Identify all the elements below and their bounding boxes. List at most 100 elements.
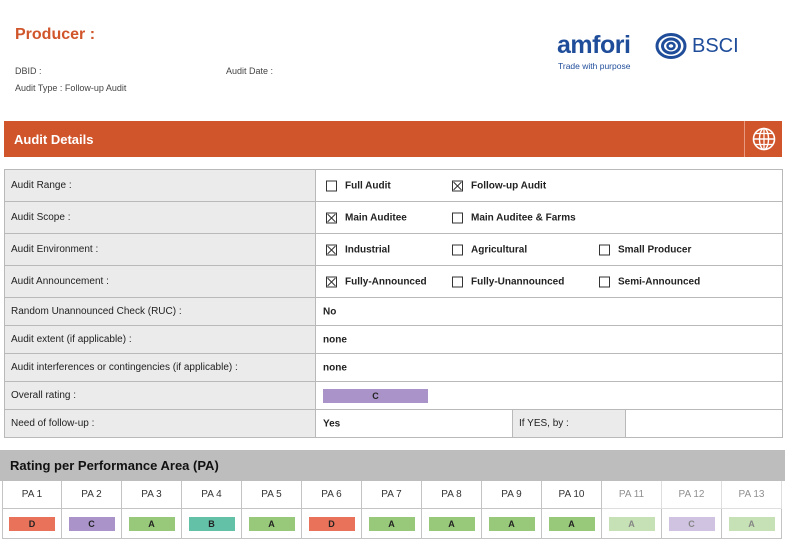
- pa-header-cell: PA 6: [302, 481, 362, 509]
- pa-rating-cell: C: [662, 509, 722, 539]
- option-label: Follow-up Audit: [471, 180, 547, 191]
- pa-header-cell: PA 12: [662, 481, 722, 509]
- row-audit-environment: Audit Environment : Industrial Agricultu…: [4, 234, 783, 266]
- audit-type: Audit Type : Follow-up Audit: [15, 83, 127, 93]
- checkbox-fully-announced[interactable]: [326, 276, 337, 287]
- pa-section-header: Rating per Performance Area (PA): [0, 450, 785, 481]
- pa-rating-badge: A: [608, 516, 655, 531]
- dbid-label: DBID :: [15, 66, 42, 76]
- pa-rating-badge: D: [9, 516, 55, 531]
- row-interferences: Audit interferences or contingencies (if…: [4, 354, 783, 382]
- pa-rating-cell: A: [122, 509, 182, 539]
- row-ruc: Random Unannounced Check (RUC) : No: [4, 298, 783, 326]
- producer-title: Producer :: [15, 26, 96, 43]
- pa-rating-cell: D: [302, 509, 362, 539]
- checkbox-semi-announced[interactable]: [599, 276, 610, 287]
- globe-icon: [752, 127, 775, 151]
- pa-rating-cell: A: [542, 509, 602, 539]
- logo-mark-icon: [655, 33, 687, 59]
- checkbox-fully-unannounced[interactable]: [452, 276, 463, 287]
- row-follow-up: Need of follow-up : Yes If YES, by :: [4, 410, 783, 438]
- pa-rating-badge: A: [488, 516, 535, 531]
- option-full-audit[interactable]: Full Audit: [326, 180, 391, 191]
- option-label: Fully-Unannounced: [471, 276, 565, 287]
- overall-rating-badge: C: [323, 388, 428, 403]
- pa-rating-cell: A: [482, 509, 542, 539]
- checkbox-main-auditee[interactable]: [326, 212, 337, 223]
- pa-rating-badge: A: [728, 516, 775, 531]
- option-label: Main Auditee & Farms: [471, 212, 576, 223]
- option-fully-announced[interactable]: Fully-Announced: [326, 276, 427, 287]
- pa-rating-badge: A: [548, 516, 595, 531]
- checkbox-full-audit[interactable]: [326, 180, 337, 191]
- checkbox-agricultural[interactable]: [452, 244, 463, 255]
- logo-wordmark: amfori: [557, 31, 631, 59]
- option-small-producer[interactable]: Small Producer: [599, 244, 691, 255]
- pa-rating-badge: D: [308, 516, 355, 531]
- option-fully-unannounced[interactable]: Fully-Unannounced: [452, 276, 564, 287]
- pa-header-cell: PA 3: [122, 481, 182, 509]
- follow-up-value: Yes: [323, 418, 341, 429]
- row-audit-range: Audit Range : Full Audit Follow-up Audit: [4, 170, 783, 202]
- pa-rating-badge: A: [248, 516, 295, 531]
- audit-scope-value: Main Auditee Main Auditee & Farms: [315, 202, 782, 233]
- checkbox-small-producer[interactable]: [599, 244, 610, 255]
- audit-range-value: Full Audit Follow-up Audit: [315, 170, 782, 201]
- follow-up-value-cell: Yes If YES, by :: [315, 410, 782, 437]
- pa-header-cell: PA 2: [62, 481, 122, 509]
- option-label: Industrial: [345, 244, 391, 255]
- option-label: Semi-Announced: [618, 276, 701, 287]
- option-follow-up-audit[interactable]: Follow-up Audit: [452, 180, 546, 191]
- pa-header-cell: PA 1: [2, 481, 62, 509]
- option-label: Full Audit: [345, 180, 391, 191]
- interferences-value-cell: none: [315, 354, 782, 381]
- checkbox-industrial[interactable]: [326, 244, 337, 255]
- row-audit-announcement: Audit Announcement : Fully-Announced Ful…: [4, 266, 783, 298]
- option-label: Agricultural: [471, 244, 528, 255]
- audit-details-header: Audit Details: [4, 121, 782, 157]
- audit-extent-value: none: [323, 334, 347, 345]
- pa-rating-cell: A: [722, 509, 782, 539]
- pa-rating-badge: B: [188, 516, 235, 531]
- pa-rating-badge: A: [428, 516, 475, 531]
- audit-announcement-value: Fully-Announced Fully-Unannounced Semi-A…: [315, 266, 782, 297]
- option-industrial[interactable]: Industrial: [326, 244, 390, 255]
- logo-tagline: Trade with purpose: [558, 61, 631, 71]
- row-overall-rating: Overall rating : C: [4, 382, 783, 410]
- option-label: Fully-Announced: [345, 276, 427, 287]
- pa-header-cell: PA 7: [362, 481, 422, 509]
- ruc-label: Random Unannounced Check (RUC) :: [5, 298, 315, 325]
- option-agricultural[interactable]: Agricultural: [452, 244, 527, 255]
- audit-date-label: Audit Date :: [226, 66, 274, 76]
- pa-rating-cell: A: [602, 509, 662, 539]
- row-audit-extent: Audit extent (if applicable) : none: [4, 326, 783, 354]
- pa-rating-cell: C: [62, 509, 122, 539]
- audit-announcement-label: Audit Announcement :: [5, 266, 315, 297]
- checkbox-main-auditee-farms[interactable]: [452, 212, 463, 223]
- pa-header-cell: PA 10: [542, 481, 602, 509]
- option-label: Small Producer: [618, 244, 692, 255]
- pa-rating-badge: A: [128, 516, 175, 531]
- logo-bsci: BSCI: [692, 35, 739, 57]
- if-yes-label: If YES, by :: [512, 410, 626, 437]
- pa-rating-badge: C: [68, 516, 115, 531]
- checkbox-follow-up-audit[interactable]: [452, 180, 463, 191]
- audit-scope-label: Audit Scope :: [5, 202, 315, 233]
- globe-button[interactable]: [744, 121, 782, 157]
- pa-header-cell: PA 8: [422, 481, 482, 509]
- interferences-value: none: [323, 362, 347, 373]
- audit-extent-label: Audit extent (if applicable) :: [5, 326, 315, 353]
- option-semi-announced[interactable]: Semi-Announced: [599, 276, 700, 287]
- pa-header-cell: PA 11: [602, 481, 662, 509]
- amfori-bsci-logo: amfori BSCI Trade with purpose: [557, 30, 747, 74]
- section-title: Audit Details: [14, 132, 94, 147]
- option-main-auditee-farms[interactable]: Main Auditee & Farms: [452, 212, 576, 223]
- pa-rating-badge: C: [668, 516, 715, 531]
- row-audit-scope: Audit Scope : Main Auditee Main Auditee …: [4, 202, 783, 234]
- follow-up-label: Need of follow-up :: [5, 410, 315, 437]
- pa-rating-cell: A: [362, 509, 422, 539]
- audit-details-table: Audit Range : Full Audit Follow-up Audit…: [4, 169, 783, 438]
- pa-rating-cell: A: [242, 509, 302, 539]
- option-main-auditee[interactable]: Main Auditee: [326, 212, 407, 223]
- pa-header-cell: PA 5: [242, 481, 302, 509]
